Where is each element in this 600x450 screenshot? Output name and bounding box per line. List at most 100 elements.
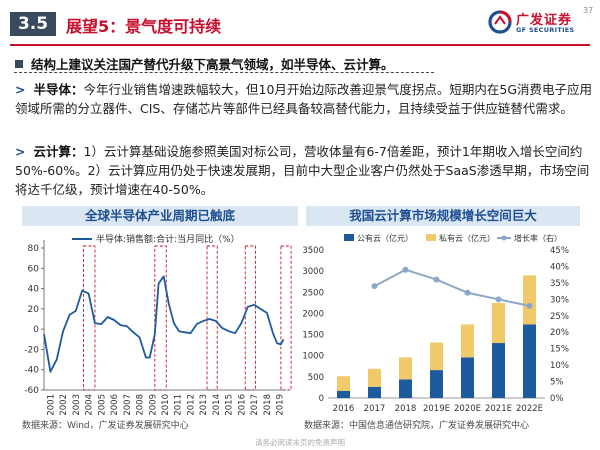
x-tick-label: 2002 bbox=[59, 394, 69, 416]
growth-rate-line bbox=[374, 268, 530, 307]
y-left-tick-label: 1500 bbox=[302, 331, 324, 341]
x-tick-label: 2019E bbox=[423, 404, 450, 414]
legend-label-private: 私有云（亿元） bbox=[439, 233, 495, 243]
x-tick-label: 2020E bbox=[454, 404, 481, 414]
x-tick-label: 2016 bbox=[333, 404, 355, 414]
y-right-tick-label: 25% bbox=[550, 312, 569, 322]
right-chart-title: 我国云计算市场规模增长空间巨大 bbox=[306, 206, 580, 226]
y-right-tick-label: 5% bbox=[550, 378, 564, 388]
x-tick-label: 2017 bbox=[250, 394, 260, 416]
x-tick-label: 2011 bbox=[174, 394, 184, 416]
y-tick-label: 40 bbox=[28, 285, 40, 295]
logo-text-en: GF SECURITIES bbox=[516, 26, 575, 34]
logo-mark-icon bbox=[488, 10, 512, 34]
x-tick-label: 2021E bbox=[485, 404, 512, 414]
y-left-tick-label: 3000 bbox=[302, 267, 324, 277]
growth-rate-point bbox=[402, 266, 409, 273]
x-tick-label: 2018 bbox=[395, 404, 417, 414]
highlight-period bbox=[244, 245, 256, 391]
y-right-tick-label: 10% bbox=[550, 361, 569, 371]
x-tick-label: 2016 bbox=[237, 394, 247, 416]
highlight-period bbox=[206, 245, 218, 391]
section-number: 3.5 bbox=[10, 12, 56, 36]
y-right-tick-label: 15% bbox=[550, 345, 569, 355]
bar-private-cloud bbox=[492, 302, 505, 344]
slide-title: 展望5：景气度可持续 bbox=[66, 17, 222, 36]
y-tick-label: 60 bbox=[28, 264, 40, 274]
x-tick-label: 2012 bbox=[186, 394, 196, 416]
x-tick-label: 2005 bbox=[97, 394, 107, 416]
y-left-tick-label: 3500 bbox=[302, 246, 324, 256]
paragraph-label: 半导体： bbox=[33, 82, 84, 97]
legend-label-growth: 增长率（右） bbox=[514, 233, 562, 243]
y-right-tick-label: 40% bbox=[550, 262, 569, 272]
y-tick-label: 80 bbox=[28, 244, 40, 254]
x-tick-label: 2007 bbox=[123, 394, 133, 416]
legend-point-growth bbox=[501, 235, 507, 241]
bar-public-cloud bbox=[461, 357, 474, 398]
bar-private-cloud bbox=[399, 357, 412, 380]
y-left-tick-label: 0 bbox=[319, 394, 324, 404]
paragraph-cloud: > 云计算：1）云计算基础设施参照美国对标公司，营收体量有6-7倍差距，预计1年期… bbox=[15, 142, 595, 199]
highlight-period bbox=[154, 245, 167, 391]
x-tick-label: 2015 bbox=[225, 394, 235, 416]
bar-public-cloud bbox=[368, 386, 381, 398]
y-left-tick-label: 1000 bbox=[302, 352, 324, 362]
growth-rate-point bbox=[526, 302, 533, 309]
y-tick-label: -40 bbox=[24, 366, 39, 376]
disclaimer-footer: 请务必阅读末页的免责声明 bbox=[255, 438, 345, 447]
x-tick-label: 2022E bbox=[516, 404, 543, 414]
chevron-right-icon: > bbox=[15, 144, 26, 159]
growth-rate-point bbox=[371, 283, 378, 290]
page-number: 37 bbox=[583, 6, 594, 15]
y-right-tick-label: 0% bbox=[550, 394, 564, 404]
highlight-period bbox=[83, 245, 96, 391]
y-right-tick-label: 30% bbox=[550, 295, 569, 305]
header-divider bbox=[10, 44, 590, 46]
bar-private-cloud bbox=[523, 275, 536, 325]
x-tick-label: 2008 bbox=[136, 394, 146, 416]
bar-private-cloud bbox=[461, 324, 474, 358]
legend-label: 半导体:销售额:合计:当月同比（%） bbox=[96, 233, 240, 245]
x-tick-label: 2018 bbox=[263, 394, 273, 416]
right-chart-source: 数据来源：中国信息通信研究院，广发证券发展研究中心 bbox=[304, 421, 530, 431]
x-tick-label: 2014 bbox=[212, 394, 222, 416]
x-tick-label: 2013 bbox=[199, 394, 209, 416]
x-tick-label: 2003 bbox=[72, 394, 82, 416]
bar-private-cloud bbox=[430, 342, 443, 371]
growth-rate-point bbox=[495, 296, 502, 303]
bar-public-cloud bbox=[337, 390, 350, 398]
legend-swatch-private bbox=[426, 234, 436, 241]
logo-text-cn: 广发证券 bbox=[516, 13, 573, 28]
y-left-tick-label: 500 bbox=[308, 373, 324, 383]
x-tick-label: 2006 bbox=[110, 394, 120, 416]
growth-rate-point bbox=[433, 276, 440, 283]
y-left-tick-label: 2500 bbox=[302, 288, 324, 298]
paragraph-text: 1）云计算基础设施参照美国对标公司，营收体量有6-7倍差距，预计1年期收入增长空… bbox=[15, 144, 590, 197]
x-tick-label: 2010 bbox=[161, 394, 171, 416]
left-chart-source: 数据来源：Wind，广发证券发展研究中心 bbox=[22, 421, 189, 431]
left-chart-title: 全球半导体产业周期已触底 bbox=[22, 206, 298, 226]
x-tick-label: 2004 bbox=[85, 394, 95, 416]
y-right-tick-label: 20% bbox=[550, 328, 569, 338]
y-right-tick-label: 45% bbox=[550, 246, 569, 256]
main-bullet-text: 结构上建议关注国产替代升级下高景气领域，如半导体、云计算。 bbox=[31, 57, 394, 72]
bar-private-cloud bbox=[337, 376, 350, 391]
dashed-divider bbox=[14, 72, 434, 73]
y-tick-label: -60 bbox=[24, 386, 39, 396]
legend-label-public: 公有云（亿元） bbox=[357, 233, 413, 243]
y-right-tick-label: 35% bbox=[550, 279, 569, 289]
paragraph-label: 云计算： bbox=[33, 144, 84, 159]
slide-header: 3.5 展望5：景气度可持续 广发证券 GF SECURITIES 37 bbox=[0, 0, 600, 46]
bar-public-cloud bbox=[430, 370, 443, 398]
company-logo: 广发证券 GF SECURITIES bbox=[488, 8, 580, 38]
paragraph-text: 今年行业销售增速跌幅较大，但10月开始边际改善迎景气度拐点。短期内在5G消费电子… bbox=[15, 82, 593, 116]
bar-public-cloud bbox=[399, 379, 412, 398]
chevron-right-icon: > bbox=[15, 82, 26, 97]
growth-rate-point bbox=[464, 289, 471, 296]
main-bullet: 结构上建议关注国产替代升级下高景气领域，如半导体、云计算。 bbox=[15, 54, 590, 73]
x-tick-label: 2019 bbox=[276, 394, 286, 416]
highlight-period bbox=[280, 245, 292, 391]
series-line bbox=[43, 275, 285, 373]
square-bullet-icon bbox=[15, 60, 23, 68]
